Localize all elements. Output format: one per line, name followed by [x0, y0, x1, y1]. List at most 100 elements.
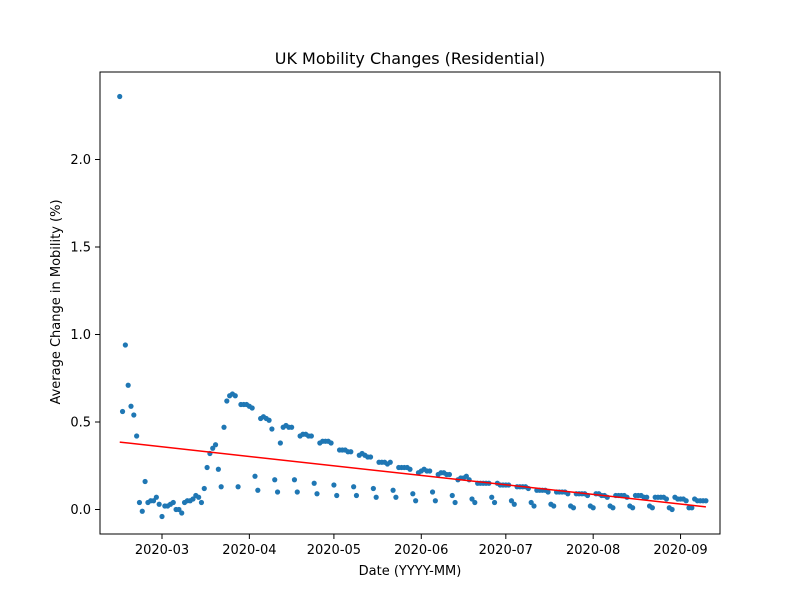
data-point [370, 485, 376, 492]
data-point [351, 484, 357, 490]
data-point [308, 433, 314, 439]
data-point [531, 503, 537, 509]
x-tick-label: 2020-05 [307, 543, 361, 558]
data-point [644, 494, 650, 500]
data-point [249, 405, 255, 411]
data-point [663, 496, 670, 502]
data-point [630, 505, 636, 511]
data-point [221, 424, 227, 430]
trend-line [119, 441, 706, 508]
y-axis-label: Average Change in Mobility (%) [49, 199, 64, 404]
data-point [291, 477, 298, 483]
data-point [142, 478, 148, 485]
data-point [122, 342, 128, 348]
data-point [683, 498, 689, 504]
data-point [272, 477, 278, 483]
data-point [131, 412, 137, 418]
data-point [170, 499, 176, 506]
x-tick-label: 2020-04 [222, 543, 276, 558]
x-tick-label: 2020-08 [566, 543, 620, 558]
data-point [136, 499, 143, 506]
data-point [410, 491, 416, 497]
data-point [215, 466, 221, 472]
data-point [204, 464, 210, 471]
data-point [125, 382, 131, 388]
data-point [393, 494, 399, 500]
data-point [489, 494, 495, 500]
data-point [190, 496, 196, 502]
data-point [610, 505, 616, 511]
data-point [153, 494, 159, 500]
data-point [119, 408, 126, 415]
data-point [212, 442, 219, 448]
data-point [432, 498, 438, 504]
data-point [331, 482, 337, 488]
x-axis-label: Date (YYYY-MM) [359, 564, 462, 579]
data-point [274, 489, 281, 495]
plot-area [99, 71, 721, 535]
data-point [463, 473, 469, 479]
data-point [508, 498, 515, 504]
data-point [413, 498, 419, 504]
data-point [334, 492, 340, 499]
data-point [218, 484, 224, 490]
data-point [387, 459, 393, 465]
data-point [373, 494, 379, 500]
data-point [311, 480, 317, 486]
y-tick-label: 1.5 [70, 241, 91, 256]
data-point [367, 454, 374, 460]
y-tick-label: 2.0 [70, 153, 91, 168]
data-point [328, 440, 334, 446]
data-point [150, 498, 157, 504]
data-point [232, 393, 238, 399]
data-point [269, 426, 275, 432]
data-point [255, 487, 261, 493]
data-point [649, 505, 655, 511]
data-point [294, 489, 300, 495]
data-point [159, 513, 165, 520]
data-point [590, 505, 596, 511]
data-point [176, 506, 182, 513]
y-axis-ticks: 0.0 0.5 1.0 1.5 2.0 [70, 153, 100, 518]
data-point [210, 445, 216, 451]
data-point [196, 494, 202, 500]
data-point [353, 492, 360, 499]
data-point [570, 505, 577, 511]
y-tick-label: 0.0 [70, 503, 91, 518]
data-point [407, 466, 413, 472]
x-tick-label: 2020-03 [135, 543, 189, 558]
data-point [314, 491, 320, 497]
data-point [449, 492, 455, 499]
x-tick-label: 2020-06 [394, 543, 448, 558]
data-point [198, 499, 205, 506]
data-point [429, 489, 436, 495]
data-point [528, 499, 534, 506]
data-point [156, 501, 162, 507]
x-tick-label: 2020-07 [479, 543, 533, 558]
data-point [277, 440, 283, 446]
data-point [545, 489, 551, 495]
data-point [179, 510, 185, 516]
data-point [224, 398, 230, 404]
data-point [689, 505, 695, 511]
data-point [551, 503, 557, 509]
data-point [134, 433, 140, 439]
data-point [452, 499, 458, 506]
data-point [703, 498, 709, 504]
data-point [252, 473, 258, 479]
data-point [266, 417, 272, 423]
data-point [469, 496, 475, 502]
data-point [491, 499, 498, 506]
x-axis-ticks: 2020-03 2020-04 2020-05 2020-06 2020-07 2020-… [135, 534, 708, 558]
data-point [235, 484, 241, 490]
x-tick-label: 2020-09 [653, 543, 707, 558]
data-point [390, 487, 396, 493]
data-point [472, 499, 478, 506]
chart-title: UK Mobility Changes (Residential) [275, 49, 546, 68]
data-point [289, 424, 295, 430]
data-point [446, 471, 453, 478]
data-point [348, 449, 354, 455]
data-point [427, 468, 433, 474]
